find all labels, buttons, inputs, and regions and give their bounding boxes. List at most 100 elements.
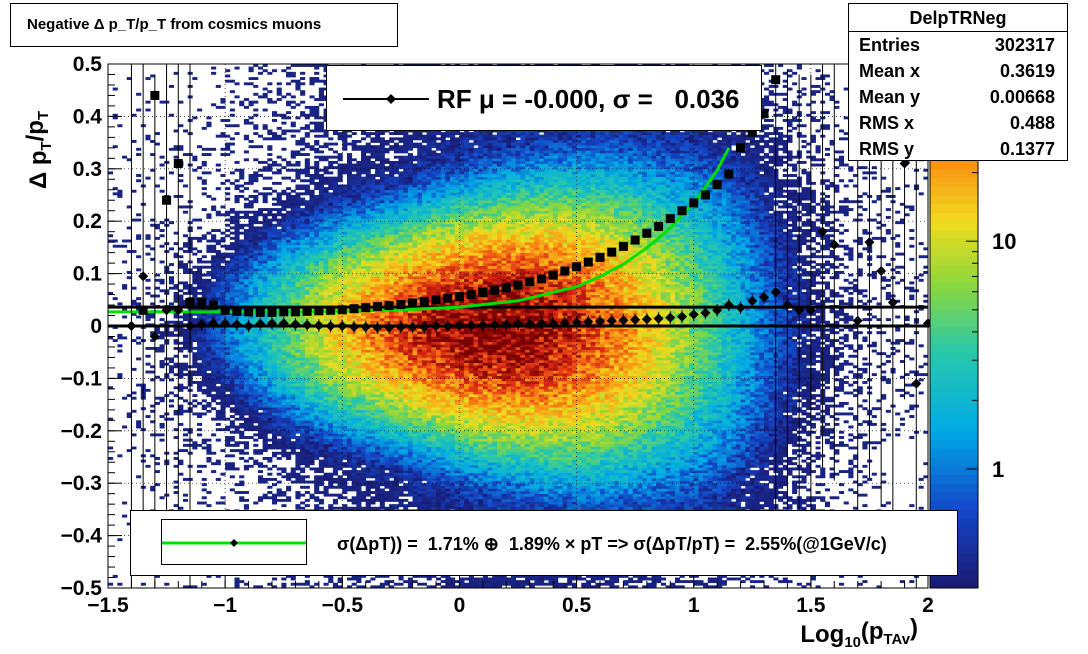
heatmap-cell	[253, 195, 258, 198]
heatmap-cell	[225, 245, 230, 248]
heatmap-cell	[258, 67, 263, 70]
heatmap-cell	[258, 255, 263, 258]
heatmap-cell	[197, 276, 202, 279]
heatmap-cell	[263, 240, 268, 243]
heatmap-cell	[206, 491, 211, 494]
heatmap-cell	[230, 287, 235, 290]
heatmap-cell	[220, 339, 225, 342]
heatmap-cell	[277, 439, 282, 442]
heatmap-cell	[235, 389, 240, 392]
heatmap-cell	[272, 352, 277, 355]
heatmap-cell	[220, 106, 225, 109]
heatmap-cell	[192, 281, 197, 284]
heatmap-cell	[183, 266, 188, 269]
heatmap-cell	[249, 261, 254, 264]
heatmap-cell	[211, 331, 216, 334]
heatmap-cell	[136, 268, 141, 271]
heatmap-cell	[249, 344, 254, 347]
heatmap-cell	[239, 240, 244, 243]
heatmap-cell	[197, 352, 202, 355]
heatmap-cell	[272, 336, 277, 339]
heatmap-cell	[220, 397, 225, 400]
heatmap-cell	[131, 302, 136, 305]
heatmap-cell	[249, 101, 254, 104]
heatmap-cell	[220, 368, 225, 371]
heatmap-cell	[253, 350, 258, 353]
heatmap-cell	[263, 350, 268, 353]
heatmap-cell	[145, 109, 150, 112]
heatmap-cell	[211, 355, 216, 358]
heatmap-cell	[258, 499, 263, 502]
heatmap-cell	[220, 101, 225, 104]
heatmap-cell	[272, 339, 277, 342]
heatmap-cell	[178, 263, 183, 266]
heatmap-cell	[263, 399, 268, 402]
heatmap-cell	[225, 339, 230, 342]
heatmap-cell	[253, 339, 258, 342]
heatmap-cell	[235, 360, 240, 363]
heatmap-cell	[258, 426, 263, 429]
heatmap-cell	[122, 287, 127, 290]
heatmap-cell	[272, 334, 277, 337]
heatmap-cell	[272, 373, 277, 376]
heatmap-cell	[202, 478, 207, 481]
heatmap-cell	[235, 185, 240, 188]
heatmap-cell	[277, 473, 282, 476]
heatmap-cell	[272, 237, 277, 240]
heatmap-cell	[253, 211, 258, 214]
heatmap-cell	[206, 195, 211, 198]
heatmap-cell	[197, 350, 202, 353]
heatmap-cell	[258, 161, 263, 164]
heatmap-cell	[169, 418, 174, 421]
heatmap-cell	[155, 397, 160, 400]
heatmap-cell	[258, 371, 263, 374]
heatmap-cell	[169, 279, 174, 282]
heatmap-cell	[211, 266, 216, 269]
heatmap-cell	[253, 271, 258, 274]
heatmap-cell	[244, 407, 249, 410]
heatmap-cell	[267, 342, 272, 345]
heatmap-cell	[263, 253, 268, 256]
heatmap-cell	[225, 336, 230, 339]
heatmap-cell	[239, 580, 244, 583]
heatmap-cell	[206, 148, 211, 151]
heatmap-cell	[230, 475, 235, 478]
heatmap-cell	[253, 373, 258, 376]
heatmap-cell	[249, 392, 254, 395]
heatmap-cell	[113, 192, 118, 195]
heatmap-cell	[235, 240, 240, 243]
heatmap-cell	[272, 229, 277, 232]
heatmap-cell	[220, 213, 225, 216]
heatmap-cell	[267, 392, 272, 395]
heatmap-cell	[267, 352, 272, 355]
heatmap-cell	[206, 232, 211, 235]
heatmap-cell	[272, 397, 277, 400]
heatmap-cell	[249, 457, 254, 460]
heatmap-cell	[220, 279, 225, 282]
heatmap-cell	[220, 449, 225, 452]
heatmap-cell	[253, 292, 258, 295]
heatmap-cell	[145, 234, 150, 237]
heatmap-cell	[220, 98, 225, 101]
heatmap-cell	[155, 224, 160, 227]
heatmap-cell	[192, 158, 197, 161]
heatmap-cell	[216, 250, 221, 253]
heatmap-cell	[197, 444, 202, 447]
heatmap-cell	[192, 116, 197, 119]
heatmap-cell	[225, 402, 230, 405]
heatmap-cell	[230, 402, 235, 405]
heatmap-cell	[220, 289, 225, 292]
heatmap-cell	[145, 318, 150, 321]
heatmap-cell	[249, 69, 254, 72]
heatmap-cell	[211, 462, 216, 465]
heatmap-cell	[263, 339, 268, 342]
heatmap-cell	[202, 148, 207, 151]
heatmap-cell	[216, 365, 221, 368]
heatmap-cell	[239, 263, 244, 266]
heatmap-cell	[249, 67, 254, 70]
heatmap-cell	[244, 211, 249, 214]
heatmap-cell	[178, 412, 183, 415]
heatmap-cell	[272, 268, 277, 271]
heatmap-cell	[253, 407, 258, 410]
heatmap-cell	[244, 150, 249, 153]
